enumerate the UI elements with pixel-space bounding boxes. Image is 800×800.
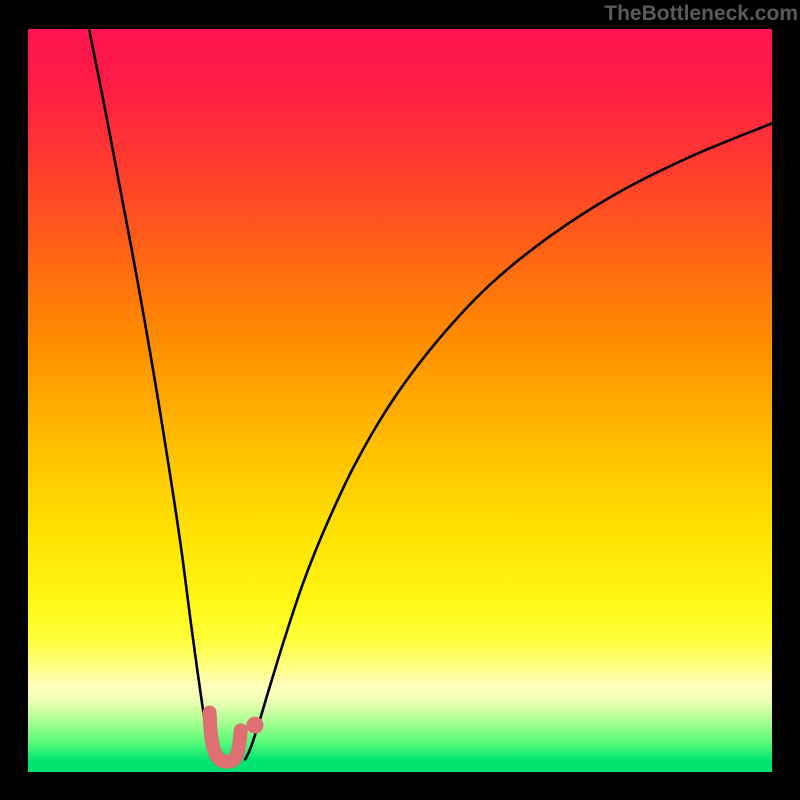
plot-svg bbox=[28, 29, 772, 772]
attribution-text: TheBottleneck.com bbox=[604, 2, 798, 26]
gradient-background bbox=[28, 29, 772, 772]
plot-area bbox=[28, 29, 772, 772]
valley-dot-mark bbox=[246, 717, 263, 734]
